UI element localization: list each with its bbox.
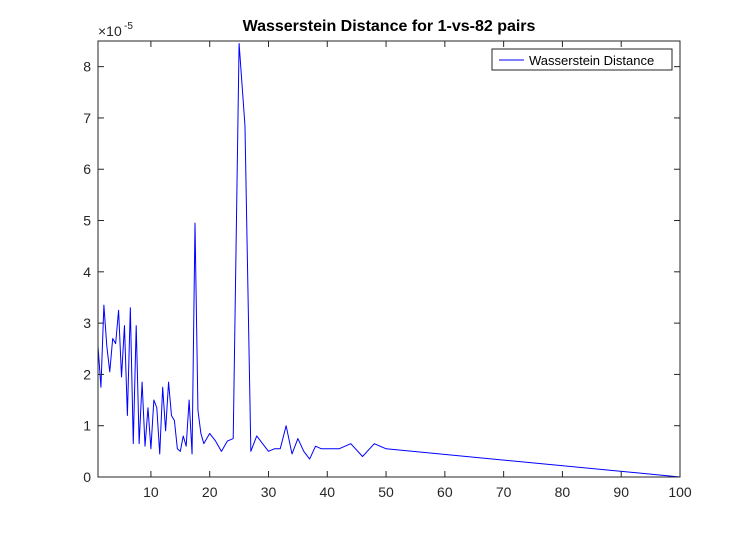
y-tick-label: 3	[83, 315, 91, 331]
x-tick-label: 60	[437, 484, 453, 500]
y-tick-label: 6	[83, 161, 91, 177]
x-tick-label: 90	[613, 484, 629, 500]
x-tick-label: 20	[202, 484, 218, 500]
y-tick-label: 1	[83, 418, 91, 434]
legend-box	[491, 48, 673, 71]
plot-background	[98, 41, 680, 477]
x-tick-label: 70	[496, 484, 512, 500]
x-tick-label: 40	[319, 484, 335, 500]
series-line-0	[97, 43, 681, 478]
y-tick-label: 4	[83, 264, 91, 280]
x-tick-label: 50	[378, 484, 394, 500]
x-tick-label: 100	[668, 484, 692, 500]
y-tick-label: 7	[83, 110, 91, 126]
y-tick-label: 8	[83, 59, 91, 75]
y-exponent-power: -5	[124, 21, 133, 32]
axes-box	[97, 40, 681, 478]
y-tick-label: 0	[83, 469, 91, 485]
y-exponent-base: ×10	[98, 23, 122, 39]
plot-area	[98, 41, 680, 477]
x-tick-label: 80	[555, 484, 571, 500]
x-tick-label: 10	[143, 484, 159, 500]
x-tick-label: 30	[261, 484, 277, 500]
legend: Wasserstein Distance	[491, 48, 673, 71]
chart-title: Wasserstein Distance for 1-vs-82 pairs	[243, 18, 536, 35]
y-tick-label: 2	[83, 366, 91, 382]
axes-frame: 10 20 30 40 50 60 70 80 90 100 0 1 2 3 4 5 6 7 8	[83, 40, 692, 500]
y-exponent-label: ×10 -5	[98, 21, 133, 39]
series-layer	[97, 43, 681, 478]
y-tick-label: 5	[83, 213, 91, 229]
legend-label: Wasserstein Distance	[529, 53, 654, 68]
